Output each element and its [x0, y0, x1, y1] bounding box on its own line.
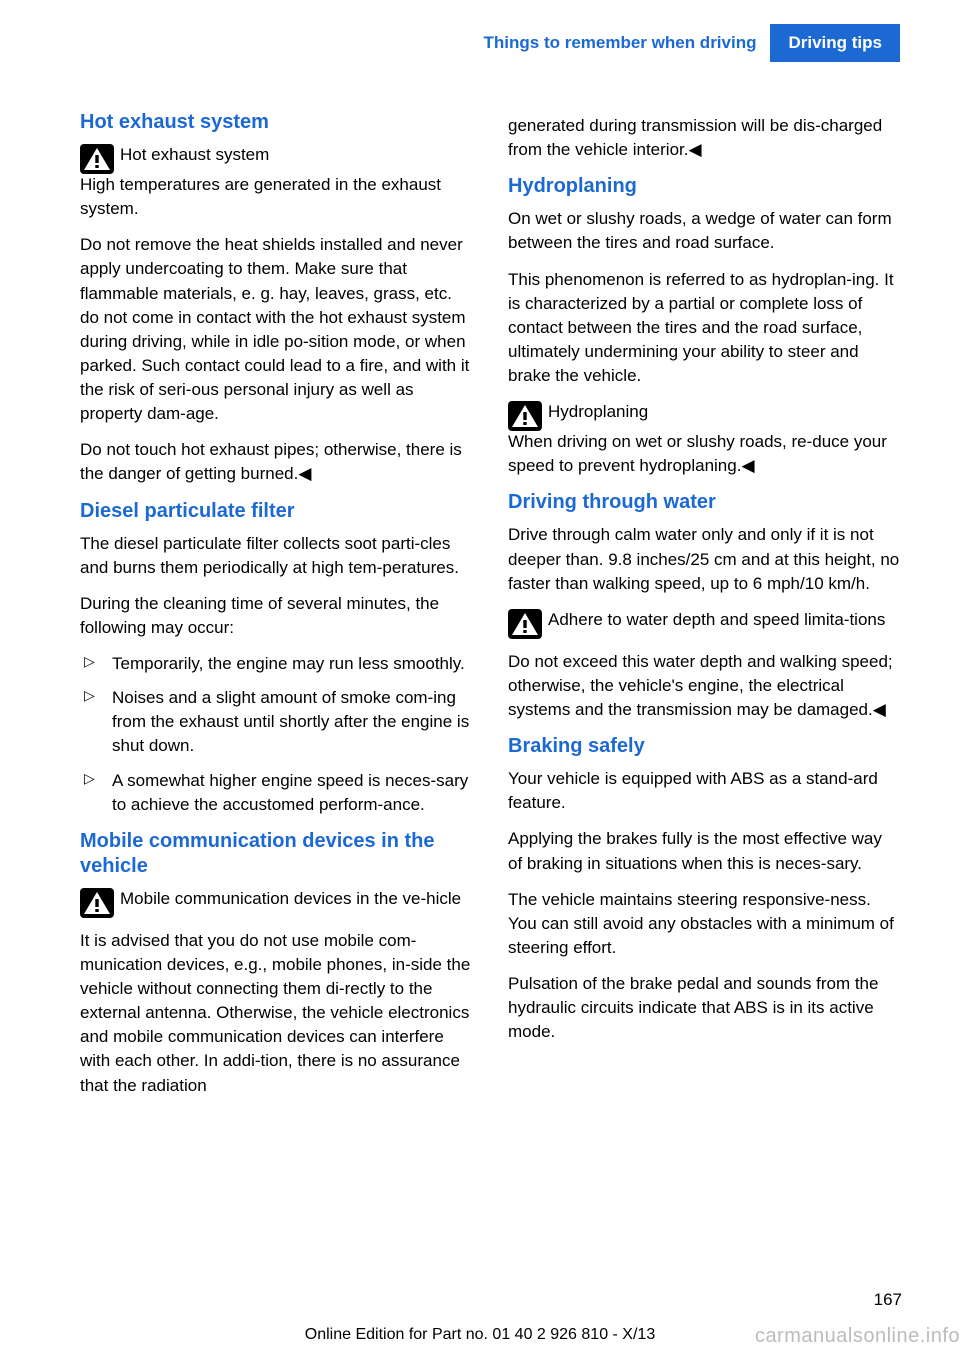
paragraph: This phenomenon is referred to as hydrop…	[508, 268, 900, 389]
list-item: A somewhat higher engine speed is neces‐…	[80, 769, 472, 817]
warning-hydroplaning: Hydroplaning When driving on wet or slus…	[508, 400, 900, 478]
warning-icon	[80, 888, 114, 918]
warning-icon	[80, 144, 114, 174]
list-item: Temporarily, the engine may run less smo…	[80, 652, 472, 676]
heading-hot-exhaust: Hot exhaust system	[80, 110, 472, 135]
warning-icon	[508, 609, 542, 639]
paragraph: Pulsation of the brake pedal and sounds …	[508, 972, 900, 1044]
paragraph: Drive through calm water only and only i…	[508, 523, 900, 595]
paragraph-continuation: generated during transmission will be di…	[508, 114, 900, 162]
page: Things to remember when driving Driving …	[0, 0, 960, 1362]
warning-mobile-devices: Mobile communication devices in the ve‐h…	[80, 887, 472, 917]
header-section-title: Things to remember when driving	[484, 24, 771, 62]
warning-icon	[508, 401, 542, 431]
page-number: 167	[874, 1290, 902, 1310]
paragraph: Your vehicle is equipped with ABS as a s…	[508, 767, 900, 815]
paragraph: Do not exceed this water depth and walki…	[508, 650, 900, 722]
warning-hot-exhaust: Hot exhaust system High temperatures are…	[80, 143, 472, 221]
paragraph: During the cleaning time of several minu…	[80, 592, 472, 640]
paragraph: Do not touch hot exhaust pipes; otherwis…	[80, 438, 472, 486]
paragraph: The diesel particulate filter collects s…	[80, 532, 472, 580]
paragraph: Do not remove the heat shields installed…	[80, 233, 472, 426]
watermark: carmanualsonline.info	[755, 1325, 960, 1348]
warning-line: Mobile communication devices in the ve‐h…	[80, 887, 472, 917]
heading-hydroplaning: Hydroplaning	[508, 174, 900, 199]
paragraph: It is advised that you do not use mobile…	[80, 929, 472, 1098]
paragraph: Applying the brakes fully is the most ef…	[508, 827, 900, 875]
left-column: Hot exhaust system Hot exhaust system Hi…	[80, 110, 472, 1110]
warning-title: Mobile communication devices in the ve‐h…	[120, 889, 461, 908]
heading-dpf: Diesel particulate filter	[80, 499, 472, 524]
right-column: generated during transmission will be di…	[508, 110, 900, 1110]
list-item: Noises and a slight amount of smoke com‐…	[80, 686, 472, 758]
page-header: Things to remember when driving Driving …	[80, 24, 900, 62]
warning-line: Hot exhaust system	[80, 143, 472, 173]
warning-water-depth: Adhere to water depth and speed limita‐t…	[508, 608, 900, 638]
heading-driving-water: Driving through water	[508, 490, 900, 515]
warning-title: Hydroplaning	[548, 402, 648, 421]
warning-body: High temperatures are generated in the e…	[80, 173, 472, 221]
content-columns: Hot exhaust system Hot exhaust system Hi…	[80, 110, 900, 1110]
heading-mobile-devices: Mobile communication devices in the vehi…	[80, 829, 472, 879]
paragraph: The vehicle maintains steering responsiv…	[508, 888, 900, 960]
warning-line: Hydroplaning	[508, 400, 900, 430]
bullet-list: Temporarily, the engine may run less smo…	[80, 652, 472, 817]
paragraph: On wet or slushy roads, a wedge of water…	[508, 207, 900, 255]
warning-body: When driving on wet or slushy roads, re‐…	[508, 430, 900, 478]
warning-title: Hot exhaust system	[120, 145, 269, 164]
header-chapter-title: Driving tips	[770, 24, 900, 62]
warning-title: Adhere to water depth and speed limita‐t…	[548, 610, 885, 629]
heading-braking-safely: Braking safely	[508, 734, 900, 759]
warning-line: Adhere to water depth and speed limita‐t…	[508, 608, 900, 638]
